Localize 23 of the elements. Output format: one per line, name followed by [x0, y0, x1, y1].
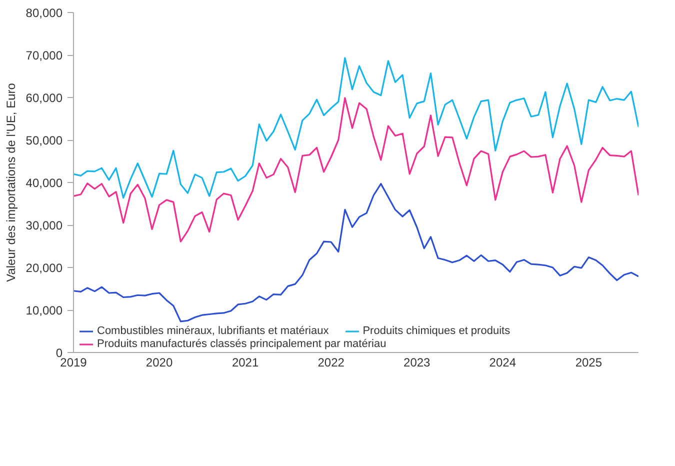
x-tick-label: 2021 — [232, 356, 259, 370]
x-tick-label: 2020 — [146, 356, 173, 370]
x-tick-label: 2025 — [575, 356, 602, 370]
y-tick-label: 0 — [56, 346, 63, 360]
line-series — [74, 97, 638, 242]
y-tick-label: 40,000 — [26, 176, 63, 190]
y-tick-label: 80,000 — [26, 6, 63, 20]
x-tick-label: 2019 — [60, 356, 88, 370]
y-tick-label: 70,000 — [26, 48, 63, 62]
x-tick-label: 2022 — [318, 356, 345, 370]
legend-label: Combustibles minéraux, lubrifiants et matériaux — [97, 325, 329, 337]
legend-label: Produits chimiques et produits — [362, 325, 510, 337]
line-series — [74, 182, 638, 322]
x-tick-label: 2024 — [489, 356, 516, 370]
line-series — [74, 57, 638, 199]
x-tick-label: 2023 — [404, 356, 431, 370]
legend-label: Produits manufacturés classés principalement par matériau — [97, 338, 386, 350]
y-tick-label: 30,000 — [26, 218, 63, 232]
y-tick-label: 20,000 — [26, 261, 63, 275]
y-tick-label: 10,000 — [26, 304, 63, 318]
y-axis-title: Valeur des importations de l'UE, Euro — [4, 82, 18, 282]
y-tick-label: 60,000 — [26, 91, 63, 105]
y-tick-label: 50,000 — [26, 134, 63, 148]
